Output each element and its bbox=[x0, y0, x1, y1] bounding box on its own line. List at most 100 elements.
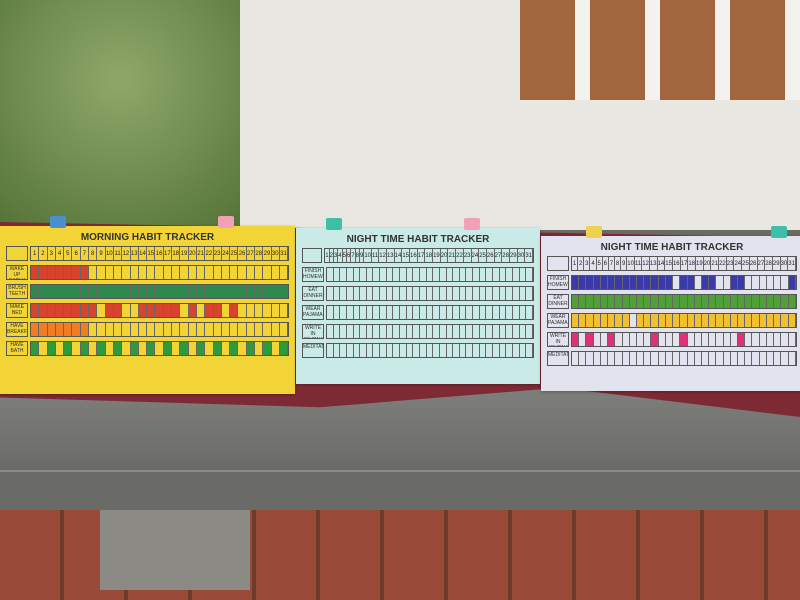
day-number: 5 bbox=[597, 257, 603, 270]
filled-day-cell bbox=[47, 304, 56, 317]
filled-day-cell bbox=[72, 285, 81, 298]
empty-day-cell bbox=[453, 287, 460, 300]
empty-day-cell bbox=[340, 268, 347, 281]
day-header: 1 2 3 4 5 6 7 8 9 10 11 12 13 14 15 16 17 18 19 20 21 22 23 24 2… bbox=[547, 256, 797, 271]
empty-day-cell bbox=[447, 306, 454, 319]
empty-day-cell bbox=[147, 323, 156, 336]
filled-day-cell bbox=[738, 333, 746, 346]
empty-day-cell bbox=[255, 266, 264, 279]
filled-day-cell bbox=[687, 314, 695, 327]
empty-day-cell bbox=[594, 333, 601, 346]
filled-day-cell bbox=[723, 314, 731, 327]
empty-day-cell bbox=[380, 268, 387, 281]
empty-day-cell bbox=[709, 333, 717, 346]
empty-day-cell bbox=[407, 325, 414, 338]
empty-day-cell bbox=[702, 352, 710, 365]
habit-label: WEAR PAJAMAS bbox=[302, 305, 324, 320]
empty-day-cell bbox=[189, 266, 197, 279]
empty-day-cell bbox=[526, 344, 533, 357]
empty-day-cell bbox=[420, 344, 427, 357]
empty-day-cell bbox=[520, 325, 527, 338]
day-number: 1 bbox=[325, 249, 330, 262]
empty-day-cell bbox=[280, 323, 289, 336]
empty-day-cell bbox=[724, 276, 731, 289]
day-number: 29 bbox=[510, 249, 518, 262]
day-number: 22 bbox=[205, 247, 214, 260]
empty-day-cell bbox=[486, 268, 494, 281]
filled-day-cell bbox=[130, 285, 139, 298]
windows bbox=[520, 0, 800, 100]
empty-day-cell bbox=[520, 268, 527, 281]
corner-cell bbox=[302, 248, 323, 263]
filled-day-cell bbox=[593, 295, 601, 308]
empty-day-cell bbox=[453, 325, 460, 338]
empty-day-cell bbox=[247, 304, 256, 317]
tracker-title: NIGHT TIME HABIT TRACKER bbox=[346, 234, 490, 245]
filled-day-cell bbox=[89, 285, 98, 298]
day-number: 6 bbox=[603, 257, 609, 270]
filled-day-cell bbox=[130, 342, 139, 355]
filled-day-cell bbox=[172, 285, 181, 298]
empty-day-cell bbox=[122, 304, 131, 317]
empty-day-cell bbox=[460, 268, 467, 281]
empty-day-cell bbox=[230, 266, 239, 279]
day-number: 23 bbox=[464, 249, 472, 262]
empty-day-cell bbox=[453, 344, 460, 357]
filled-day-cell bbox=[636, 295, 645, 308]
empty-day-cell bbox=[447, 325, 454, 338]
empty-day-cell bbox=[673, 276, 681, 289]
day-number: 19 bbox=[180, 247, 189, 260]
day-number: 17 bbox=[681, 257, 689, 270]
empty-day-cell bbox=[205, 266, 214, 279]
empty-day-cell bbox=[420, 268, 427, 281]
empty-day-cell bbox=[513, 306, 520, 319]
empty-day-cell bbox=[360, 268, 367, 281]
empty-day-cell bbox=[615, 352, 623, 365]
day-number: 31 bbox=[525, 249, 533, 262]
tracker-title: MORNING HABIT TRACKER bbox=[80, 232, 215, 243]
empty-day-cell bbox=[752, 276, 760, 289]
binder-clip bbox=[326, 218, 342, 230]
empty-day-cell bbox=[695, 276, 702, 289]
empty-day-cell bbox=[486, 287, 494, 300]
habit-label: EAT DINNER bbox=[547, 294, 569, 309]
empty-day-cell bbox=[724, 352, 731, 365]
empty-day-cell bbox=[520, 287, 527, 300]
empty-day-cell bbox=[774, 352, 782, 365]
empty-day-cell bbox=[789, 333, 796, 346]
empty-day-cell bbox=[752, 352, 760, 365]
empty-day-cell bbox=[526, 306, 533, 319]
empty-day-cell bbox=[520, 306, 527, 319]
empty-day-cell bbox=[407, 306, 414, 319]
filled-day-cell bbox=[39, 266, 48, 279]
day-header: 1 2 3 4 5 6 7 8 9 10 11 12 13 14 15 16 17 18 19 20 21 22 23 24 2… bbox=[302, 248, 534, 263]
empty-day-cell bbox=[393, 268, 401, 281]
filled-day-cell bbox=[246, 342, 256, 355]
filled-day-cell bbox=[31, 266, 40, 279]
empty-day-cell bbox=[280, 304, 289, 317]
filled-day-cell bbox=[80, 266, 90, 279]
empty-day-cell bbox=[473, 287, 480, 300]
empty-day-cell bbox=[659, 333, 666, 346]
empty-day-cell bbox=[447, 268, 454, 281]
filled-day-cell bbox=[97, 342, 106, 355]
filled-day-cell bbox=[622, 314, 630, 327]
habit-row: WRITE IN JOURNAL bbox=[302, 324, 534, 339]
empty-day-cell bbox=[155, 266, 164, 279]
empty-day-cell bbox=[373, 268, 381, 281]
empty-day-cell bbox=[413, 325, 420, 338]
filled-day-cell bbox=[687, 276, 695, 289]
empty-day-cell bbox=[247, 266, 256, 279]
filled-day-cell bbox=[205, 285, 214, 298]
day-number: 18 bbox=[172, 247, 181, 260]
day-number: 30 bbox=[272, 247, 280, 260]
empty-day-cell bbox=[197, 266, 206, 279]
day-number: 16 bbox=[155, 247, 164, 260]
empty-day-cell bbox=[387, 268, 394, 281]
empty-day-cell bbox=[222, 323, 231, 336]
filled-day-cell bbox=[701, 314, 710, 327]
habit-label: WRITE IN JOURNAL bbox=[302, 324, 324, 339]
filled-day-cell bbox=[205, 304, 214, 317]
day-number: 30 bbox=[781, 257, 789, 270]
empty-day-cell bbox=[172, 323, 181, 336]
